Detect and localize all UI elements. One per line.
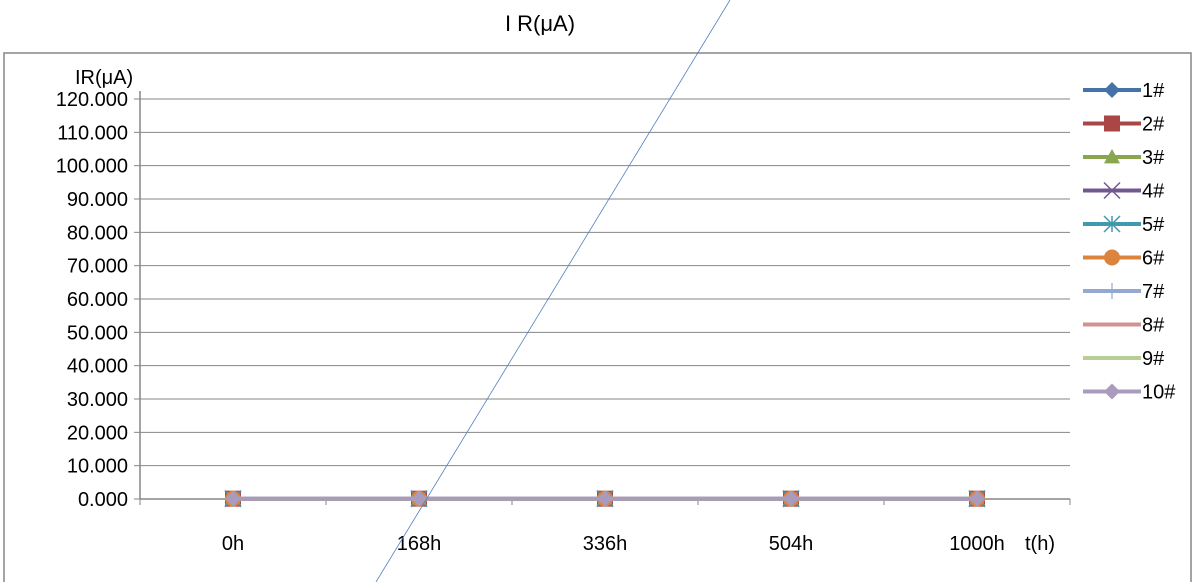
marker-diamond — [411, 490, 427, 507]
legend-label: 2# — [1142, 114, 1165, 136]
marker-triangle — [1104, 149, 1120, 164]
legend-label: 1# — [1142, 80, 1165, 102]
y-tick-label: 30.000 — [67, 389, 128, 411]
series-lines — [224, 490, 986, 508]
y-tick-label: 100.000 — [56, 156, 128, 178]
y-tick-label: 0.000 — [78, 489, 128, 511]
legend-item: 2# — [1083, 114, 1165, 136]
marker-diamond — [597, 490, 613, 507]
marker-star — [1103, 215, 1121, 233]
x-axis-label: t(h) — [1025, 533, 1055, 555]
y-tick-label: 20.000 — [67, 422, 128, 444]
y-tick-label: 70.000 — [67, 256, 128, 278]
legend-item: 10# — [1083, 382, 1176, 404]
tick-labels: 0.000 10.000 20.000 30.000 40.000 50.000 60.00… — [56, 89, 1005, 555]
marker-plus — [1104, 283, 1120, 299]
legend-label: 5# — [1142, 214, 1165, 236]
legend-item: 8# — [1083, 315, 1165, 337]
legend-label: 7# — [1142, 281, 1165, 303]
marker-circle — [1104, 249, 1120, 266]
y-tick-label: 50.000 — [67, 322, 128, 344]
marker-diamond — [1104, 82, 1120, 98]
x-tick-label: 336h — [583, 533, 628, 555]
overlay-stroke — [375, 0, 731, 582]
legend-item: 9# — [1083, 348, 1165, 370]
x-tick-label: 0h — [222, 533, 244, 555]
chart-title: I R(μA) — [505, 11, 575, 36]
marker-square — [1104, 115, 1120, 132]
y-axis-label: IR(μA) — [75, 67, 133, 89]
legend-item: 3# — [1083, 147, 1165, 169]
gridlines — [140, 98, 1070, 467]
legend-label: 6# — [1142, 248, 1165, 270]
legend-item: 7# — [1083, 281, 1165, 303]
x-tick-label: 168h — [397, 533, 442, 555]
series-10 — [225, 490, 985, 507]
legend-label: 10# — [1142, 382, 1176, 404]
legend-item: 6# — [1083, 248, 1165, 270]
y-tick-label: 90.000 — [67, 189, 128, 211]
y-tick-label: 10.000 — [67, 456, 128, 478]
legend-item: 5# — [1083, 214, 1165, 236]
x-tick-label: 1000h — [949, 533, 1005, 555]
y-tick-label: 120.000 — [56, 89, 128, 111]
y-tick-label: 60.000 — [67, 289, 128, 311]
marker-x — [1103, 181, 1121, 200]
y-tick-label: 110.000 — [57, 122, 128, 144]
legend-item: 1# — [1083, 80, 1165, 102]
legend-label: 3# — [1142, 147, 1165, 169]
marker-diamond — [1104, 383, 1120, 400]
legend: 1# 2# 3# 4# 5# 6# 7# 8# 9# 10# — [1083, 80, 1176, 404]
legend-label: 8# — [1142, 315, 1165, 337]
marker-diamond — [225, 490, 241, 507]
marker-diamond — [969, 490, 985, 507]
legend-label: 4# — [1142, 181, 1165, 203]
x-tick-label: 504h — [769, 533, 814, 555]
y-tick-label: 40.000 — [67, 356, 128, 378]
legend-label: 9# — [1142, 348, 1165, 370]
y-tick-label: 80.000 — [67, 222, 128, 244]
marker-diamond — [783, 490, 799, 507]
legend-item: 4# — [1083, 181, 1165, 203]
